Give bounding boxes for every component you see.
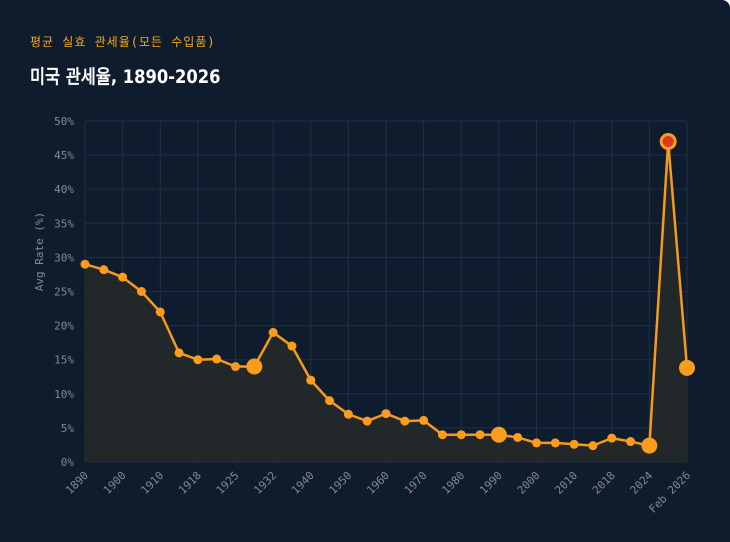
x-tick-label: Feb 2026: [646, 469, 693, 516]
chart-title: 미국 관세율, 1890-2026: [30, 66, 221, 88]
data-point: [490, 426, 507, 443]
x-tick-label: 1900: [101, 469, 129, 497]
x-tick-label: 1960: [364, 469, 392, 497]
data-point: [513, 432, 523, 442]
data-point: [155, 307, 165, 317]
x-tick-label: 1890: [63, 469, 91, 497]
x-tick-label: 1970: [402, 469, 430, 497]
x-tick-label: 1950: [327, 469, 355, 497]
area-path: [85, 141, 687, 462]
data-point: [212, 354, 222, 364]
y-tick-label: 0%: [61, 456, 75, 469]
x-tick-label: 1980: [439, 469, 467, 497]
x-tick-label: 1990: [477, 469, 505, 497]
data-point: [136, 287, 146, 296]
data-point: [419, 415, 429, 425]
data-points: [80, 132, 695, 454]
data-point: [626, 437, 636, 447]
y-axis-label: Avg Rate (%): [33, 212, 46, 291]
x-tick-label: 1940: [289, 469, 317, 497]
data-point-highlight: [659, 132, 677, 150]
data-point: [550, 438, 560, 448]
data-point: [246, 358, 263, 375]
area-fill: [85, 141, 687, 462]
data-point: [532, 438, 541, 448]
x-axis-ticks: 1890 1900 1910 1918 1925 1932 1940 1950 1960 1970…: [63, 469, 693, 516]
data-point: [231, 362, 240, 372]
data-point: [80, 259, 90, 269]
data-point: [588, 441, 598, 451]
y-tick-label: 25%: [54, 286, 74, 299]
data-point: [456, 430, 466, 440]
data-point: [437, 430, 447, 440]
data-point: [99, 265, 109, 275]
data-point: [193, 355, 203, 365]
y-tick-label: 5%: [61, 422, 75, 435]
data-point: [362, 416, 372, 426]
data-point: [569, 439, 579, 449]
x-tick-label: 2024: [628, 469, 656, 497]
y-axis-ticks: 0% 5% 10% 15% 20% 25% 30% 35% 40% 45% 50%: [54, 115, 74, 469]
x-tick-label: 1925: [214, 469, 242, 497]
data-point: [641, 437, 658, 454]
data-point: [325, 396, 335, 406]
data-point: [306, 375, 316, 385]
y-tick-label: 35%: [54, 217, 74, 230]
data-point: [475, 430, 485, 440]
x-tick-label: 2000: [515, 469, 543, 497]
grid: [84, 120, 688, 463]
x-tick-label: 1910: [138, 469, 166, 497]
data-point: [381, 409, 391, 419]
x-tick-label: 2010: [552, 469, 580, 497]
x-tick-label: 1932: [251, 469, 279, 497]
data-point: [118, 272, 128, 282]
x-tick-label: 1918: [176, 469, 204, 497]
chart-eyebrow: 평균 실효 관세율(모든 수입품): [30, 35, 216, 49]
y-tick-label: 20%: [54, 320, 74, 333]
y-tick-label: 50%: [54, 115, 74, 128]
y-tick-label: 15%: [54, 354, 74, 367]
data-point: [174, 348, 184, 358]
data-point: [268, 327, 278, 337]
y-tick-label: 10%: [54, 388, 74, 401]
data-point: [607, 433, 617, 443]
y-tick-label: 40%: [54, 183, 74, 196]
y-tick-label: 45%: [54, 149, 74, 162]
data-point: [287, 341, 297, 351]
data-point: [679, 359, 695, 376]
data-point: [400, 416, 410, 426]
x-tick-label: 2018: [590, 469, 618, 497]
y-tick-label: 30%: [54, 251, 74, 264]
data-point: [343, 409, 353, 419]
